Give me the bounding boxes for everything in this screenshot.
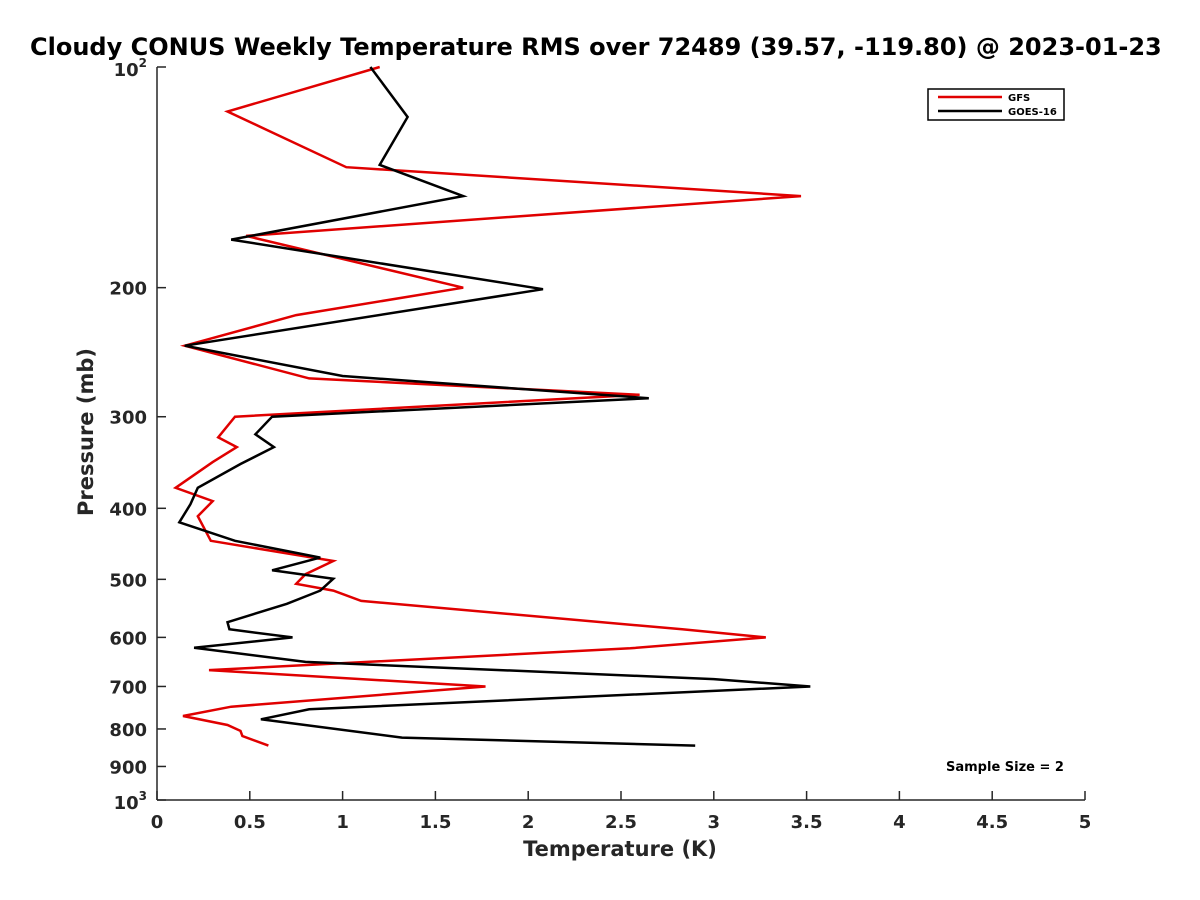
x-tick-label: 3.5 [791,812,823,833]
y-tick-label: 103 [114,789,147,814]
legend: GFS GOES-16 [927,88,1065,121]
y-tick-label: 500 [109,570,147,591]
legend-label-gfs: GFS [1008,93,1030,104]
x-tick-label: 4.5 [976,812,1008,833]
series-layer [172,65,811,747]
plot-area: 0 0.5 1 1.5 2 2.5 3 3.5 4 4.5 5 102 200 300 400 500 600 7… [109,56,1091,833]
y-axis-label: Pressure (mb) [74,348,98,516]
x-tick-label: 0.5 [234,812,266,833]
axes-layer: 0 0.5 1 1.5 2 2.5 3 3.5 4 4.5 5 102 200 300 400 500 600 7… [109,56,1091,833]
x-tick-label: 1 [336,812,349,833]
series-line-gfs [172,65,802,747]
y-tick-label: 102 [114,56,147,81]
x-axis-label: Temperature (K) [523,837,717,861]
y-tick-label: 600 [109,628,147,649]
x-tick-label: 1.5 [419,812,451,833]
y-tick-label: 300 [109,408,147,429]
y-tick-label: 900 [109,757,147,778]
x-tick-label: 5 [1079,812,1092,833]
legend-box [927,88,1065,121]
y-tick-label: 200 [109,279,147,300]
x-tick-label: 2.5 [605,812,637,833]
y-tick-label: 400 [109,499,147,520]
y-tick-label: 800 [109,720,147,741]
x-tick-label: 3 [708,812,721,833]
series-line-goes16 [177,66,811,747]
x-tick-label: 0 [151,812,164,833]
y-tick-label: 700 [109,677,147,698]
sample-size-annotation: Sample Size = 2 [946,760,1064,775]
x-tick-label: 2 [522,812,535,833]
chart-title: Cloudy CONUS Weekly Temperature RMS over… [30,33,1162,61]
legend-label-goes16: GOES-16 [1008,107,1057,118]
x-tick-label: 4 [893,812,906,833]
